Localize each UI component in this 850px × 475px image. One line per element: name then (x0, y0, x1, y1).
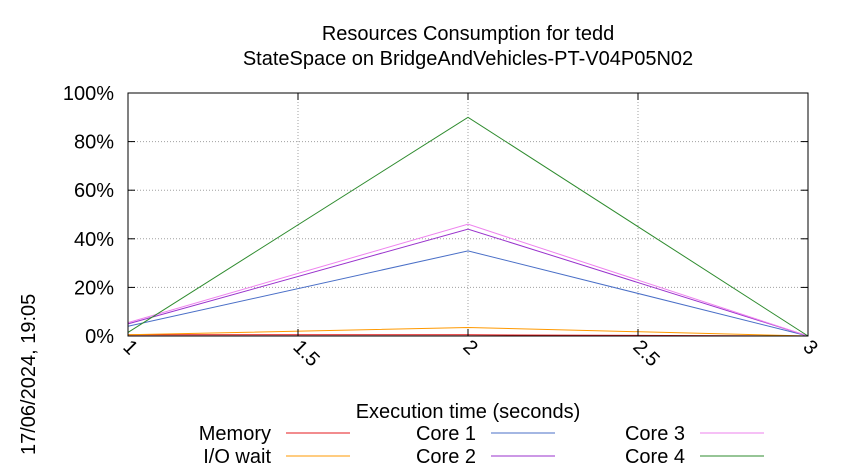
series-line-core-2 (127, 228, 809, 337)
legend-label: Core 4 (625, 446, 685, 468)
x-tick-label: 2 (458, 336, 481, 359)
x-tick-label: 3 (798, 336, 821, 359)
series-line-core-1 (127, 250, 809, 337)
legend-label: Memory (199, 423, 271, 445)
legend-label: I/O wait (203, 446, 271, 468)
y-tick-label: 0% (85, 326, 114, 348)
series-line-core-3 (127, 223, 809, 337)
series-line-core-4 (127, 116, 809, 337)
chart-subtitle: StateSpace on BridgeAndVehicles-PT-V04P0… (243, 48, 693, 70)
legend-label: Core 1 (416, 423, 476, 445)
y-tick-label: 40% (74, 229, 114, 251)
chart-title: Resources Consumption for tedd (322, 23, 614, 45)
x-tick-label: 1.5 (288, 336, 323, 371)
timestamp: 17/06/2024, 19:05 (18, 294, 40, 455)
x-tick-label: 2.5 (628, 336, 663, 371)
grid-layer (128, 93, 808, 336)
y-tick-label: 100% (63, 83, 114, 105)
series-line-i-o-wait (127, 326, 809, 337)
x-axis-label: Execution time (seconds) (356, 401, 581, 423)
x-tick-label: 1 (118, 336, 141, 359)
legend-label: Core 3 (625, 423, 685, 445)
legend-label: Core 2 (416, 446, 476, 468)
y-tick-label: 60% (74, 180, 114, 202)
y-tick-label: 20% (74, 277, 114, 299)
y-tick-label: 80% (74, 132, 114, 154)
